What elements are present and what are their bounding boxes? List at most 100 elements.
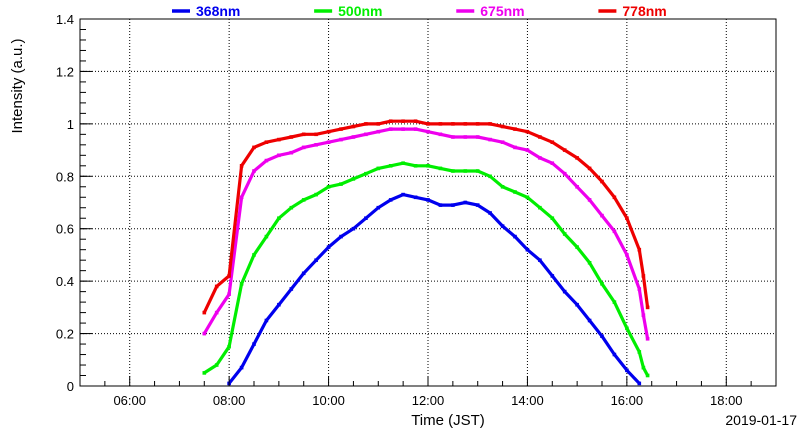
data-point <box>314 192 318 197</box>
data-point <box>625 368 629 373</box>
data-point <box>376 166 381 171</box>
data-point <box>264 158 269 163</box>
data-point <box>264 140 269 144</box>
series-675nm <box>202 127 650 341</box>
data-point <box>252 145 256 150</box>
y-tick-label: 0.4 <box>56 274 74 289</box>
x-tick-label: 10:00 <box>312 393 345 408</box>
data-point <box>600 213 604 218</box>
data-point <box>513 234 517 239</box>
data-point <box>488 122 492 126</box>
data-point <box>451 135 455 139</box>
data-point <box>587 166 592 171</box>
data-point <box>488 137 492 142</box>
data-point <box>426 164 430 168</box>
data-point <box>575 185 579 189</box>
data-point <box>641 274 646 278</box>
data-point <box>525 148 530 152</box>
data-point <box>214 284 219 289</box>
data-point <box>538 135 542 139</box>
series-line <box>202 127 650 340</box>
data-point <box>388 127 393 131</box>
data-point <box>289 135 294 139</box>
data-point <box>388 198 393 202</box>
series-line <box>203 161 650 377</box>
date-label: 2019-01-17 <box>725 412 797 428</box>
data-point <box>351 226 356 231</box>
data-point <box>202 310 207 315</box>
data-point <box>227 274 231 278</box>
data-point <box>641 313 646 317</box>
y-axis-title: Intensity (a.u.) <box>9 38 26 133</box>
data-point <box>413 119 418 123</box>
data-point <box>600 179 604 184</box>
data-point <box>550 161 555 165</box>
data-point <box>289 287 294 291</box>
y-tick-label: 0.8 <box>56 169 74 184</box>
data-point <box>463 135 468 139</box>
y-tick-label: 1.2 <box>56 64 74 79</box>
data-point <box>426 129 430 134</box>
data-point <box>575 245 579 249</box>
data-point <box>252 342 256 346</box>
data-point <box>475 203 480 207</box>
data-point <box>351 124 356 129</box>
legend-item: 778nm <box>598 3 667 19</box>
data-point <box>451 203 455 207</box>
data-point <box>252 253 256 257</box>
y-tick-label: 0.2 <box>56 327 74 342</box>
data-point <box>488 211 492 215</box>
data-point <box>463 169 468 173</box>
legend-label: 675nm <box>480 3 524 19</box>
data-point <box>612 229 617 234</box>
data-point <box>525 129 530 134</box>
data-point <box>645 305 650 310</box>
series-line <box>202 119 650 314</box>
legend-item: 368nm <box>172 3 240 19</box>
data-point <box>351 177 356 181</box>
data-point <box>314 143 318 147</box>
data-point <box>388 119 393 123</box>
y-tick-label: 0.6 <box>56 222 74 237</box>
data-point <box>637 287 642 291</box>
axis-ticks: 06:00 08:00 10:00 12:00 14:00 16:00 18:00 0 0.2 0… <box>56 12 752 408</box>
data-point <box>562 148 567 152</box>
data-point <box>376 205 381 210</box>
data-point <box>513 145 517 150</box>
data-point <box>264 234 269 239</box>
data-point <box>513 190 517 194</box>
legend-label: 778nm <box>622 3 666 19</box>
data-point <box>413 164 418 168</box>
data-point <box>438 132 443 137</box>
data-point <box>525 247 530 252</box>
data-point <box>562 232 567 236</box>
data-point <box>214 363 219 367</box>
x-tick-label: 08:00 <box>213 393 246 408</box>
data-point <box>239 164 244 168</box>
data-point <box>550 140 555 144</box>
data-point <box>500 185 505 189</box>
data-point <box>339 127 343 131</box>
data-point <box>289 150 294 155</box>
data-point <box>641 365 646 370</box>
x-tick-label: 18:00 <box>710 393 743 408</box>
data-point <box>339 182 343 186</box>
legend-item: 675nm <box>456 3 525 19</box>
data-point <box>575 302 579 307</box>
data-point <box>301 198 306 202</box>
data-point <box>326 140 331 144</box>
data-point <box>376 129 381 134</box>
data-point <box>364 171 368 176</box>
data-point <box>500 224 505 228</box>
data-point <box>277 137 281 142</box>
data-point <box>301 132 306 137</box>
data-point <box>612 300 617 304</box>
data-point <box>364 122 368 126</box>
legend-label: 500nm <box>338 3 382 19</box>
data-point <box>637 247 642 252</box>
data-point <box>314 258 318 262</box>
data-point <box>339 137 343 142</box>
data-point <box>451 169 455 173</box>
data-point <box>562 171 567 176</box>
